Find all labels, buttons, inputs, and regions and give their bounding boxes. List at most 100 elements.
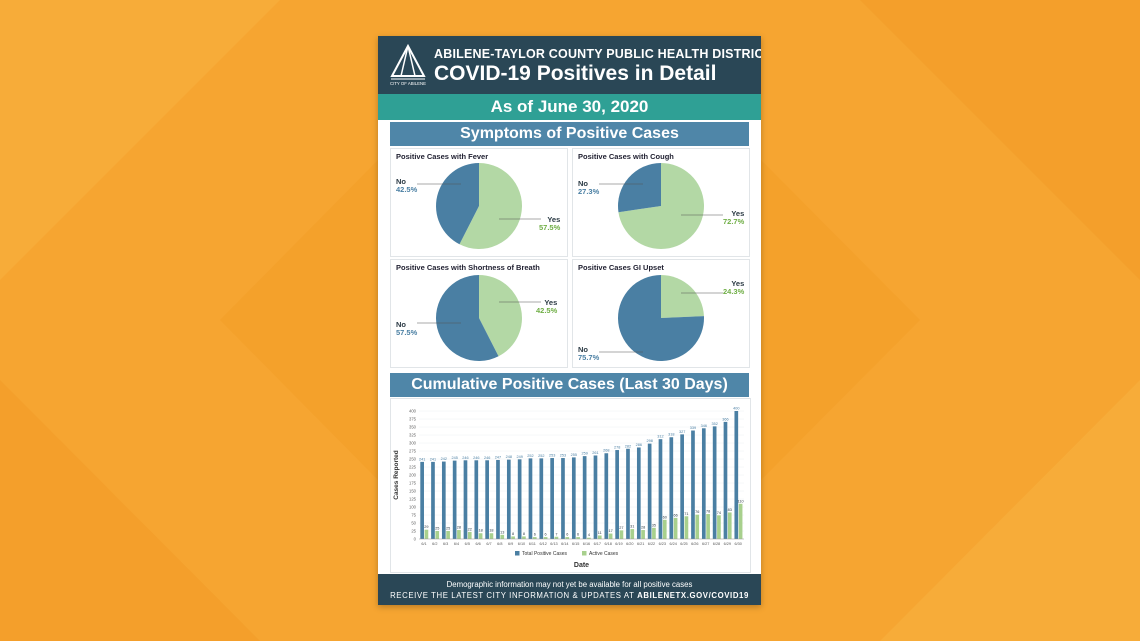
data-label-active: 71 [684, 512, 688, 516]
bar-active [597, 535, 602, 539]
y-tick-label: 125 [409, 497, 417, 502]
cumulative-chart-box: 0 25 50 75 100 125 150 175 200 225 250 275 300 325 350… [390, 398, 751, 573]
bar-total [496, 459, 500, 539]
pie-title: Positive Cases with Cough [578, 152, 674, 161]
bar-active [641, 530, 645, 539]
bar-total [647, 443, 652, 539]
x-tick-label: 6/27 [702, 542, 709, 546]
data-label-active: 18 [489, 529, 493, 533]
data-label-total: 248 [506, 455, 512, 459]
bar-total [636, 447, 641, 539]
city-of-abilene-logo: CITY OF ABILENE [390, 44, 426, 86]
pie-title: Positive Cases with Shortness of Breath [396, 263, 540, 272]
no-label: No 75.7% [578, 345, 600, 362]
data-label-active: 78 [706, 510, 710, 514]
bar-total [734, 411, 739, 539]
bar-active [543, 537, 548, 539]
no-label: No 27.3% [578, 179, 600, 196]
pie-slice-no [618, 275, 705, 361]
data-label-active: 31 [630, 525, 634, 529]
x-tick-label: 6/30 [734, 542, 741, 546]
y-tick-label: 275 [409, 449, 417, 454]
pie-title: Positive Cases GI Upset [578, 263, 664, 272]
data-label-total: 352 [711, 422, 717, 426]
bar-total [582, 456, 587, 539]
x-tick-label: 6/14 [561, 542, 568, 546]
bar-active [695, 514, 700, 539]
data-label-total: 261 [592, 451, 598, 455]
data-label-total: 252 [538, 454, 544, 458]
x-tick-label: 6/3 [443, 542, 448, 546]
y-tick-label: 225 [409, 465, 417, 470]
x-tick-label: 6/4 [454, 542, 459, 546]
legend-swatch-total [515, 551, 520, 556]
data-label-total: 400 [733, 407, 739, 411]
x-tick-label: 6/22 [648, 542, 655, 546]
footer-updates: RECEIVE THE LATEST CITY INFORMATION & UP… [378, 591, 761, 600]
data-label-total: 246 [473, 456, 479, 460]
data-label-total: 259 [581, 452, 587, 456]
pie-slice-yes [618, 163, 705, 249]
yes-label: Yes 57.5% [539, 215, 561, 232]
bar-active [630, 529, 635, 539]
pie-panel-cough: Positive Cases with Cough No 27.3% Yes 7… [572, 148, 750, 257]
data-label-total: 282 [625, 444, 631, 448]
bar-active [435, 531, 440, 539]
bar-total [669, 437, 674, 539]
bar-total [431, 461, 435, 539]
bar-total [680, 434, 684, 539]
data-label-active: 22 [468, 527, 472, 531]
data-label-active: 11 [598, 531, 602, 535]
x-tick-label: 6/18 [604, 542, 611, 546]
bar-total [528, 458, 533, 539]
bar-total [452, 460, 457, 539]
data-label-active: 4 [588, 533, 590, 537]
footer-website-link[interactable]: ABILENETX.GOV/COVID19 [637, 591, 749, 600]
no-label: No 42.5% [396, 177, 418, 194]
cumulative-section-title: Cumulative Positive Cases (Last 30 Days) [390, 373, 749, 397]
bar-active [673, 517, 678, 539]
pie-panel-gi-upset: Positive Cases GI Upset No 75.7% Yes 24.… [572, 259, 750, 368]
data-label-total: 366 [722, 417, 728, 421]
bar-total [441, 461, 446, 539]
bar-total [517, 459, 522, 539]
bar-active [587, 537, 591, 539]
x-axis-title: Date [574, 562, 589, 569]
bar-total [463, 460, 468, 539]
pie-chart-gi-upset [599, 275, 723, 361]
x-tick-label: 6/5 [465, 542, 470, 546]
bar-total [604, 453, 609, 539]
data-label-active: 8 [523, 532, 525, 536]
x-tick-label: 6/15 [572, 542, 579, 546]
x-tick-label: 6/16 [583, 542, 590, 546]
bar-active [684, 516, 689, 539]
cumulative-bar-chart: 0 25 50 75 100 125 150 175 200 225 250 275 300 325 350… [393, 407, 744, 569]
bar-total [626, 448, 630, 539]
data-label-total: 245 [451, 456, 457, 460]
x-tick-label: 6/20 [626, 542, 633, 546]
pie-slice-no [436, 163, 479, 245]
x-tick-label: 6/29 [724, 542, 731, 546]
data-label-total: 246 [484, 456, 490, 460]
data-label-active: 110 [738, 499, 744, 503]
x-tick-label: 6/23 [659, 542, 666, 546]
bar-total [571, 457, 576, 539]
pie-chart-shortness-of-breath [417, 275, 541, 361]
bar-active [522, 536, 526, 539]
data-label-active: 6 [566, 533, 568, 537]
bar-total [658, 439, 663, 539]
bar-total [539, 458, 544, 539]
x-tick-label: 6/6 [476, 542, 481, 546]
y-axis-title: Cases Reported [393, 450, 400, 500]
legend-label-total: Total Positive Cases [522, 551, 568, 557]
data-label-total: 298 [646, 439, 652, 443]
x-tick-label: 6/9 [508, 542, 513, 546]
x-tick-label: 6/24 [669, 542, 676, 546]
data-label-total: 318 [668, 433, 674, 437]
x-tick-label: 6/11 [529, 542, 536, 546]
y-tick-label: 75 [411, 513, 416, 518]
data-label-active: 35 [652, 523, 656, 527]
yes-label: Yes 24.3% [723, 279, 745, 296]
bar-total [561, 458, 565, 539]
bar-total [420, 461, 424, 539]
